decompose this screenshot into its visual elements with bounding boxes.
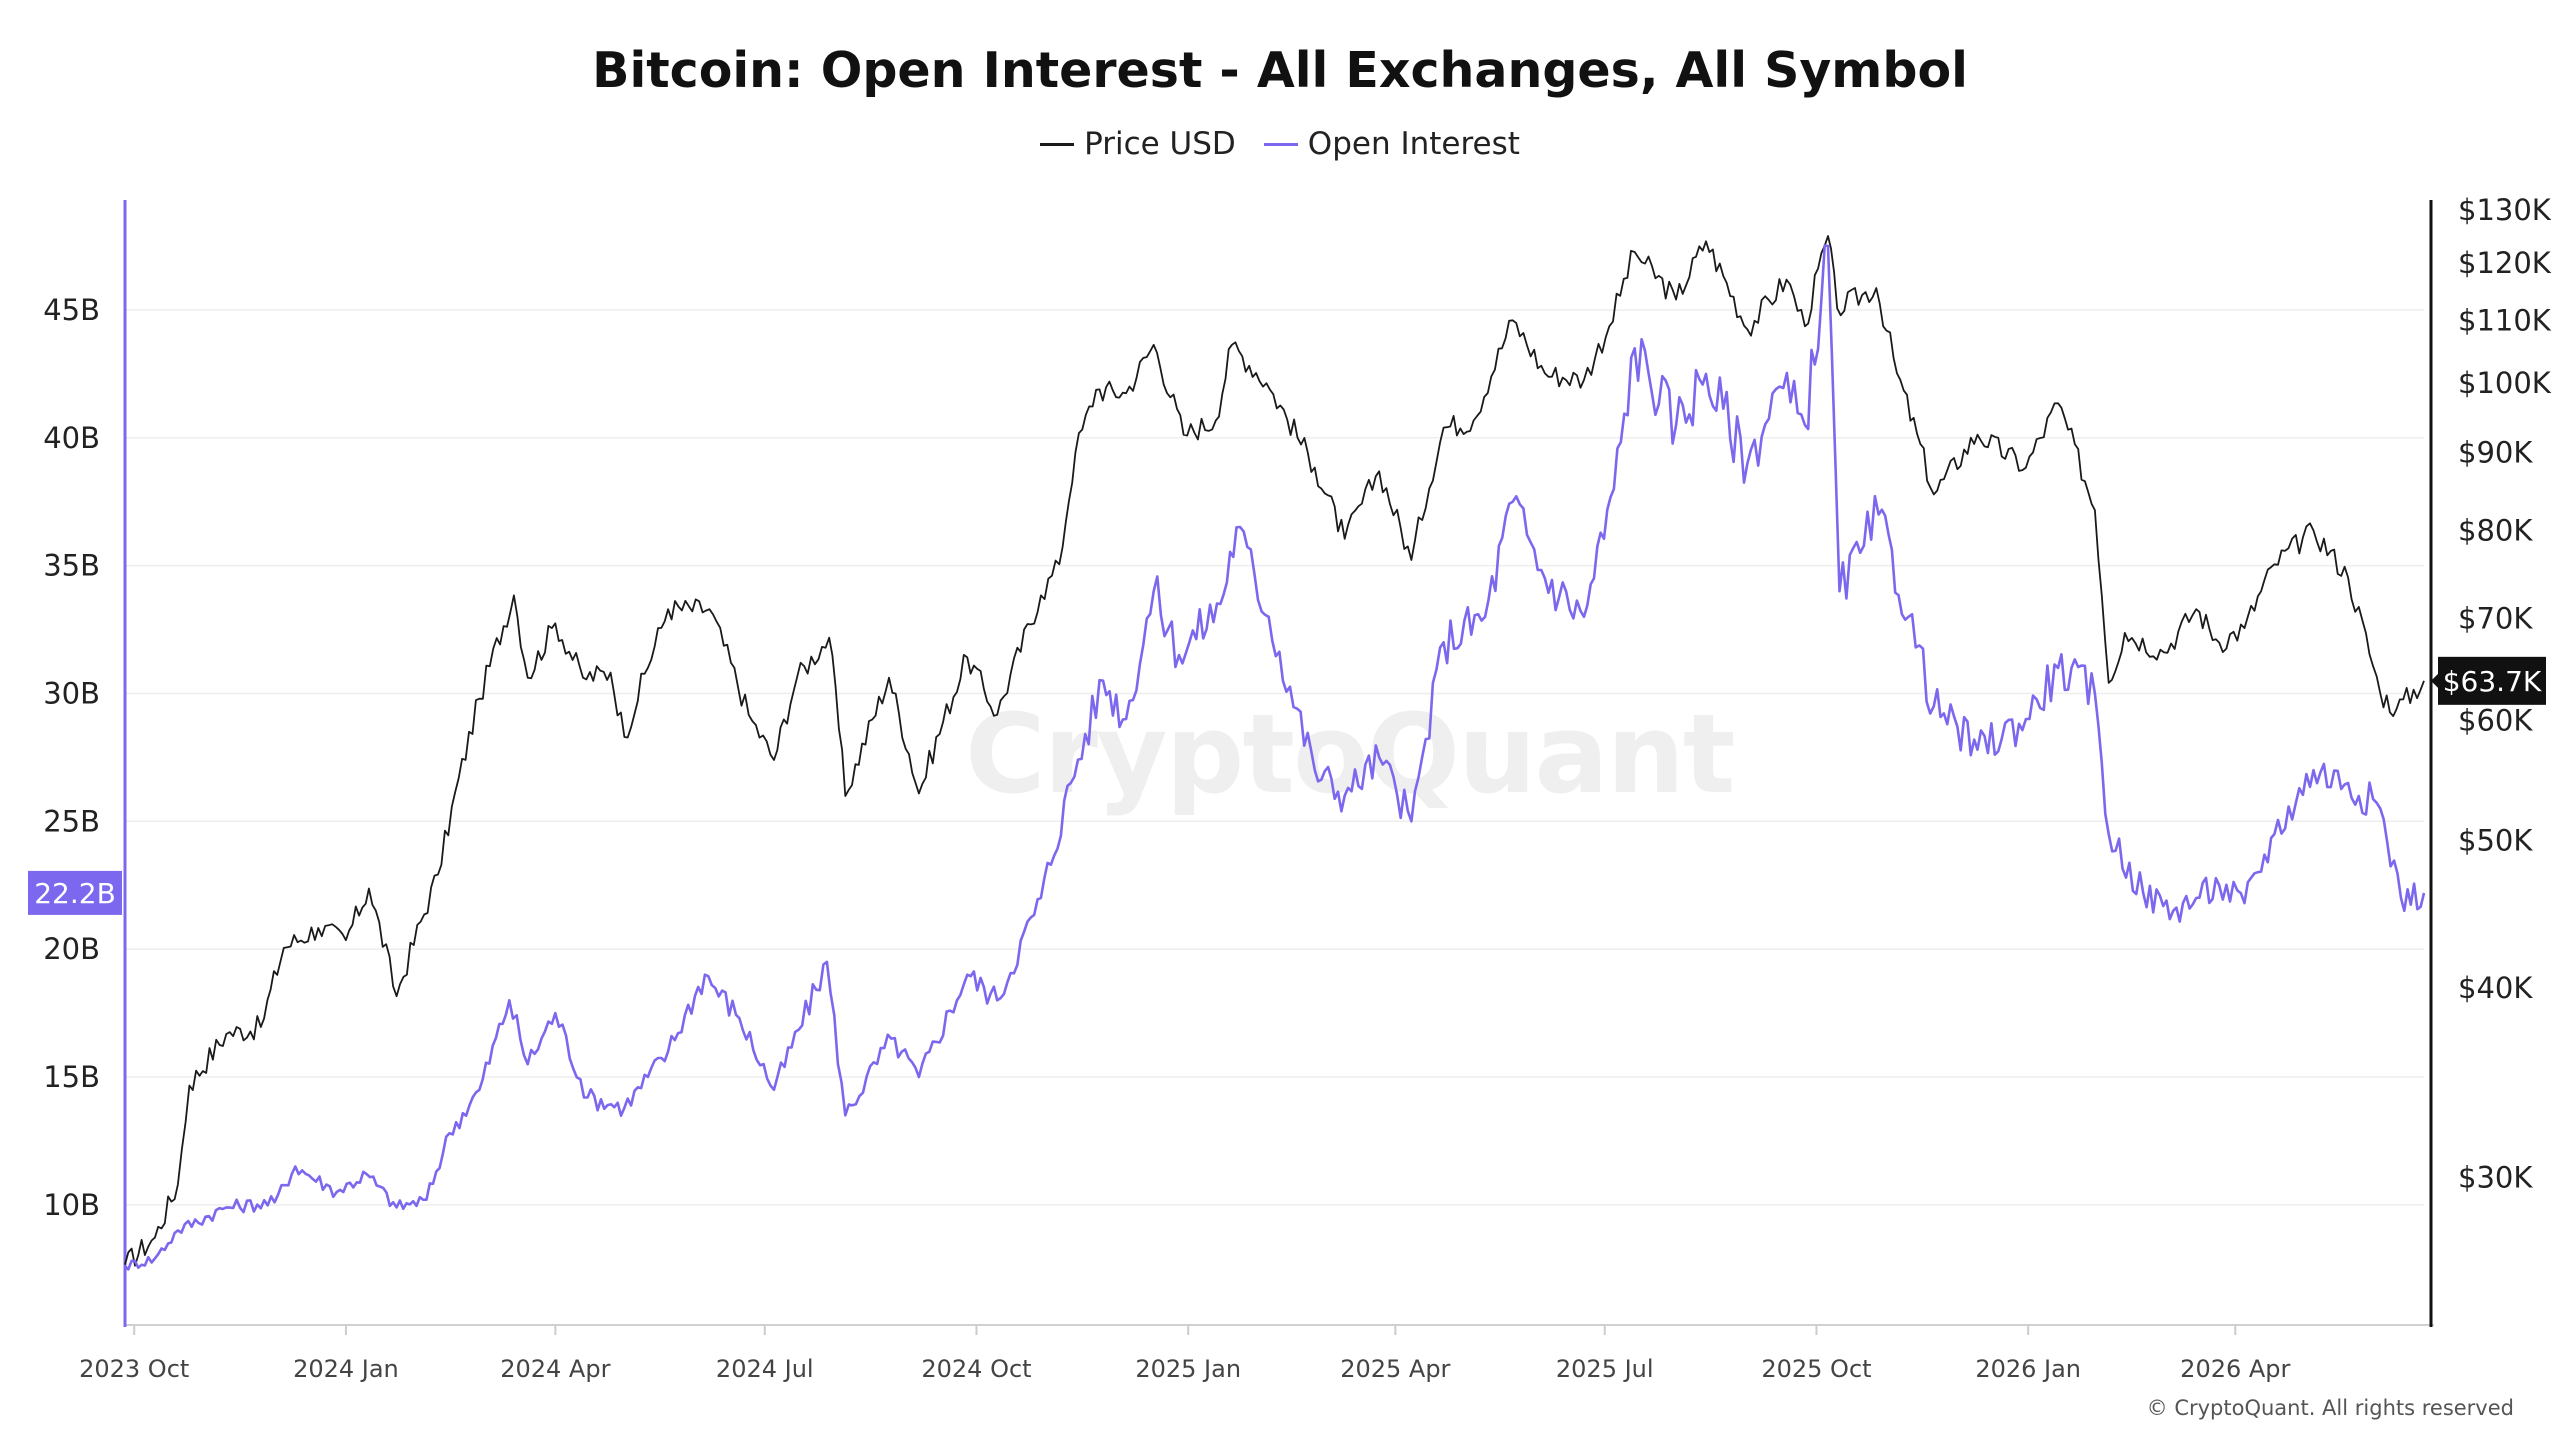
- left-tick-label: 40B: [43, 421, 100, 455]
- x-tick-label: 2024 Oct: [921, 1355, 1031, 1383]
- series-layer: [124, 235, 2426, 1271]
- legend-swatch-price: [1040, 142, 1075, 146]
- right-tick-label: $40K: [2458, 971, 2533, 1005]
- right-tick-label: $60K: [2458, 703, 2533, 737]
- price-current-label: $63.7K: [2443, 665, 2542, 698]
- oi-current-badge: [28, 870, 122, 915]
- x-tick-label: 2025 Oct: [1761, 1355, 1871, 1383]
- x-tick-label: 2025 Apr: [1340, 1355, 1450, 1383]
- left-tick-label: 35B: [43, 549, 100, 583]
- gridlines: [125, 309, 2424, 1206]
- left-tick-label: 20B: [43, 932, 100, 966]
- right-tick-label: $130K: [2458, 193, 2552, 227]
- right-tick-label: $120K: [2458, 246, 2552, 280]
- watermark: CryptoQuant: [965, 690, 1736, 818]
- legend-item-open-interest[interactable]: Open Interest: [1263, 126, 1520, 162]
- x-tick-label: 2023 Oct: [79, 1355, 189, 1383]
- price-current-badge: [2438, 656, 2546, 705]
- value-badges: 22.2B $63.7K: [28, 656, 2546, 915]
- right-tick-label: $100K: [2458, 366, 2552, 400]
- left-tick-label: 15B: [43, 1060, 100, 1094]
- price-usd-line: [124, 235, 2425, 1267]
- oi-current-label: 22.2B: [34, 877, 116, 910]
- left-tick-label: 30B: [43, 676, 100, 710]
- x-tick-label: 2025 Jul: [1556, 1355, 1654, 1383]
- right-tick-label: $110K: [2458, 303, 2552, 337]
- legend-swatch-open-interest: [1263, 142, 1298, 146]
- axes: [123, 200, 2434, 1335]
- left-tick-label: 10B: [43, 1188, 100, 1222]
- right-tick-label: $80K: [2458, 513, 2533, 547]
- legend-label-price: Price USD: [1084, 126, 1236, 162]
- x-tick-label: 2026 Apr: [2180, 1355, 2290, 1383]
- legend: Price USD Open Interest: [0, 126, 2560, 162]
- tick-labels: 10B 15B 20B 25B 30B 35B 40B 45B $30K $40K $50K $60K…: [43, 193, 2552, 1383]
- right-tick-label: $70K: [2458, 602, 2533, 636]
- right-tick-label: $30K: [2458, 1161, 2533, 1195]
- chart-title: Bitcoin: Open Interest - All Exchanges, …: [592, 42, 1968, 99]
- open-interest-line: [124, 244, 2426, 1271]
- x-tick-label: 2024 Jan: [293, 1355, 399, 1383]
- x-tick-label: 2024 Jul: [716, 1355, 814, 1383]
- right-tick-label: $90K: [2458, 436, 2533, 470]
- left-tick-label: 25B: [43, 804, 100, 838]
- legend-item-price[interactable]: Price USD: [1040, 126, 1236, 162]
- right-tick-label: $50K: [2458, 824, 2533, 858]
- x-tick-label: 2026 Jan: [1975, 1355, 2081, 1383]
- legend-label-open-interest: Open Interest: [1307, 126, 1520, 162]
- x-tick-label: 2024 Apr: [500, 1355, 610, 1383]
- copyright-notice: © CryptoQuant. All rights reserved: [2146, 1396, 2514, 1420]
- x-tick-label: 2025 Jan: [1135, 1355, 1241, 1383]
- left-tick-label: 45B: [43, 293, 100, 327]
